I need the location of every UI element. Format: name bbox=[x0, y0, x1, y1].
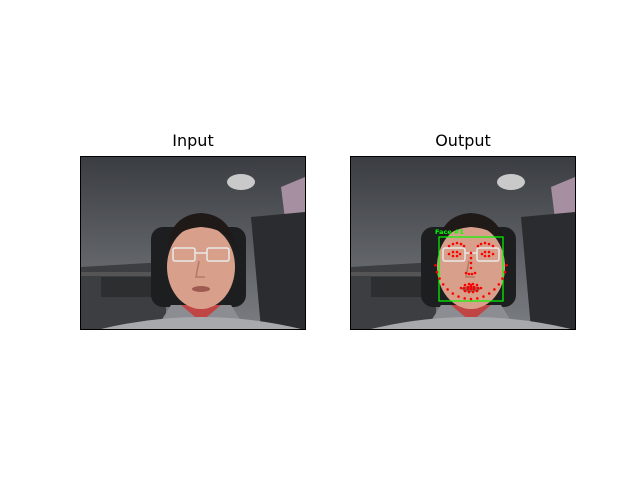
landmark-point bbox=[451, 254, 455, 258]
landmark-point bbox=[455, 254, 459, 258]
landmark-point bbox=[472, 285, 476, 289]
landmark-point bbox=[455, 250, 459, 254]
output-panel-title: Output bbox=[435, 131, 491, 150]
landmark-point bbox=[476, 297, 479, 300]
landmark-point bbox=[482, 295, 485, 298]
landmark-point bbox=[462, 244, 466, 248]
landmark-point bbox=[451, 242, 455, 246]
output-image-panel: Face #1 bbox=[350, 156, 576, 330]
face-bounding-box bbox=[438, 236, 504, 302]
landmark-point bbox=[479, 286, 483, 290]
landmark-point bbox=[469, 256, 473, 260]
landmark-point bbox=[455, 241, 459, 245]
landmark-point bbox=[466, 287, 470, 291]
landmark-point bbox=[469, 297, 473, 301]
landmark-point bbox=[464, 271, 468, 275]
landmark-point bbox=[501, 277, 504, 280]
landmark-point bbox=[469, 285, 473, 289]
landmark-point bbox=[470, 272, 474, 276]
landmark-point bbox=[438, 277, 441, 280]
landmark-point bbox=[446, 288, 449, 291]
landmark-point bbox=[467, 272, 471, 276]
landmark-point bbox=[469, 283, 473, 287]
landmark-point bbox=[463, 283, 467, 287]
landmark-point bbox=[466, 285, 470, 289]
landmark-point bbox=[497, 283, 501, 286]
landmark-point bbox=[479, 242, 483, 246]
landmark-point bbox=[487, 292, 491, 295]
landmark-point bbox=[469, 261, 473, 265]
landmark-point bbox=[475, 289, 479, 293]
landmark-point bbox=[469, 287, 473, 291]
landmark-point bbox=[459, 242, 463, 246]
landmark-point bbox=[471, 282, 475, 286]
landmark-point bbox=[463, 297, 466, 300]
landmark-point bbox=[459, 286, 463, 290]
landmark-point bbox=[483, 250, 487, 254]
landmark-point bbox=[447, 244, 451, 248]
landmark-point bbox=[472, 287, 476, 291]
landmark-point bbox=[487, 254, 491, 258]
landmark-point bbox=[462, 286, 466, 290]
landmark-point bbox=[491, 252, 495, 256]
landmark-point bbox=[471, 290, 475, 294]
landmark-point bbox=[447, 252, 451, 256]
input-image-panel bbox=[80, 156, 306, 330]
output-photo: Face #1 bbox=[351, 157, 575, 329]
input-photo bbox=[81, 157, 305, 329]
landmark-point bbox=[467, 282, 471, 286]
landmark-point bbox=[473, 271, 477, 275]
landmark-point bbox=[487, 250, 491, 254]
landmark-point bbox=[493, 288, 496, 291]
landmark-point bbox=[457, 295, 460, 298]
face-detection-label: Face #1 bbox=[435, 228, 464, 236]
landmark-point bbox=[487, 242, 491, 246]
landmark-point bbox=[476, 286, 480, 290]
landmark-point bbox=[463, 289, 467, 293]
facial-landmarks bbox=[434, 241, 508, 301]
landmark-point bbox=[467, 290, 471, 294]
landmark-point bbox=[480, 252, 484, 256]
input-panel-title: Input bbox=[172, 131, 214, 150]
landmark-point bbox=[469, 251, 473, 255]
landmark-point bbox=[483, 241, 487, 245]
landmark-point bbox=[441, 283, 445, 286]
landmark-point bbox=[458, 252, 462, 256]
landmark-point bbox=[451, 250, 455, 254]
landmark-point bbox=[451, 292, 455, 295]
landmark-point bbox=[483, 254, 487, 258]
landmark-point bbox=[491, 244, 495, 248]
landmark-point bbox=[435, 270, 439, 274]
landmark-point bbox=[476, 244, 480, 248]
landmark-point bbox=[505, 263, 508, 267]
landmark-point bbox=[434, 263, 437, 267]
landmark-point bbox=[475, 283, 479, 287]
landmark-point bbox=[503, 270, 507, 274]
landmark-point bbox=[469, 266, 473, 270]
